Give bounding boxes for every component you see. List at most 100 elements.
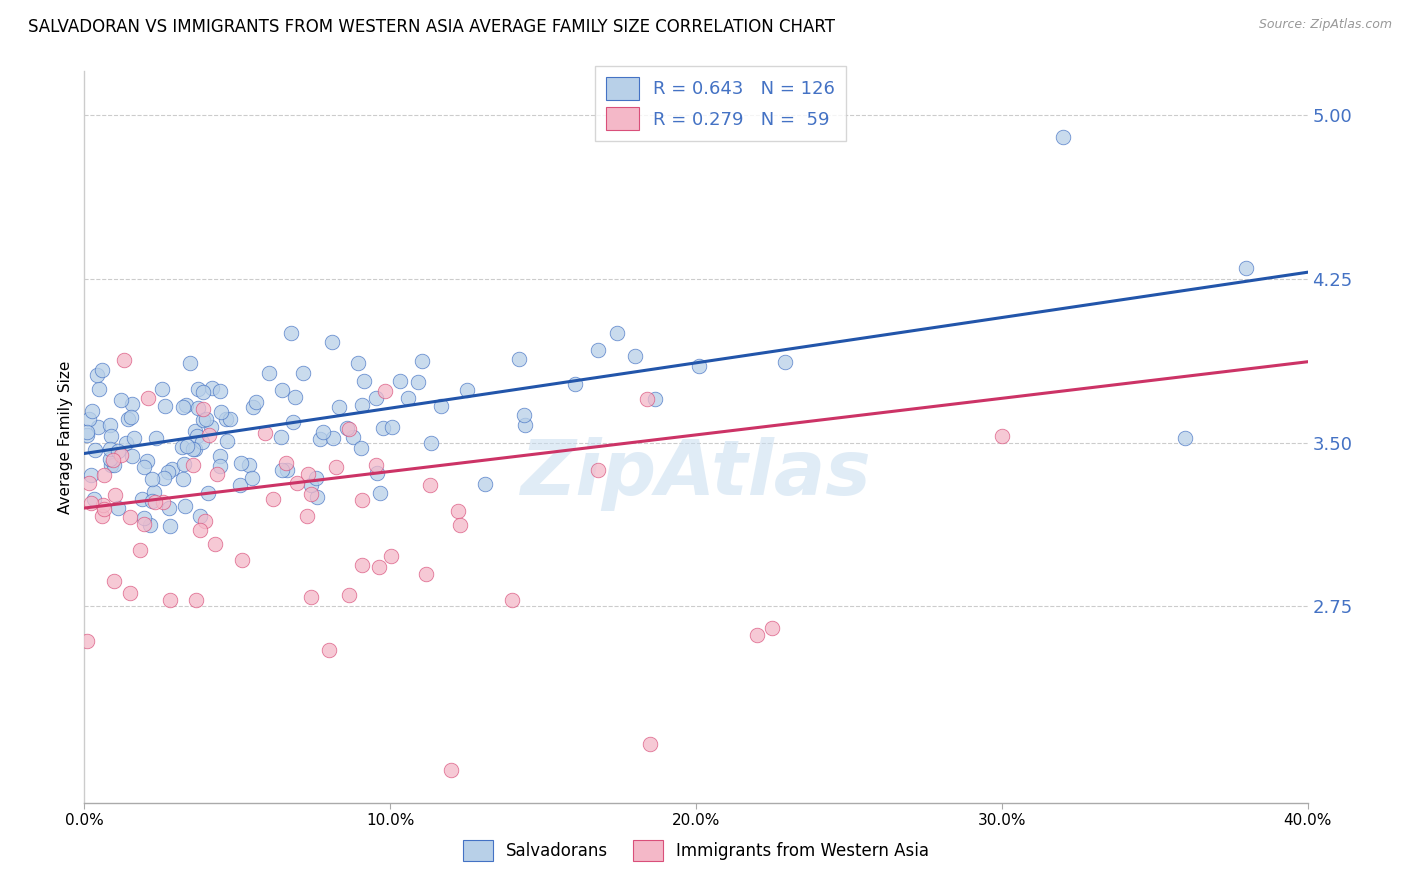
Point: [187, 383, 209, 397]
Point: [131, 491, 153, 506]
Point: [312, 425, 335, 439]
Point: [231, 456, 253, 470]
Point: [141, 494, 163, 508]
Point: [318, 643, 340, 657]
Point: [136, 391, 159, 405]
Point: [77, 476, 100, 491]
Point: [183, 442, 205, 456]
Point: [197, 486, 219, 500]
Point: [191, 402, 214, 417]
Point: [368, 560, 391, 574]
Point: [1174, 431, 1197, 445]
Point: [242, 400, 264, 414]
Point: [623, 349, 645, 363]
Point: [368, 486, 391, 500]
Point: [121, 450, 143, 464]
Point: [209, 449, 232, 463]
Point: [153, 470, 176, 484]
Point: [299, 478, 322, 492]
Point: [262, 492, 284, 507]
Point: [474, 476, 496, 491]
Point: [194, 514, 217, 528]
Point: [773, 355, 796, 369]
Point: [176, 439, 198, 453]
Point: [389, 374, 412, 388]
Text: ZipAtlas: ZipAtlas: [520, 437, 872, 510]
Point: [159, 519, 181, 533]
Point: [586, 343, 609, 357]
Point: [142, 485, 165, 500]
Point: [219, 412, 242, 426]
Point: [209, 405, 232, 419]
Text: Source: ZipAtlas.com: Source: ZipAtlas.com: [1258, 18, 1392, 31]
Point: [139, 517, 162, 532]
Point: [132, 511, 155, 525]
Point: [380, 549, 402, 564]
Point: [103, 458, 125, 472]
Point: [1052, 129, 1074, 144]
Point: [366, 391, 388, 405]
Point: [242, 471, 264, 485]
Point: [76, 425, 98, 440]
Point: [215, 412, 238, 426]
Point: [176, 398, 198, 412]
Point: [347, 356, 370, 370]
Point: [159, 593, 181, 607]
Point: [80, 495, 103, 509]
Point: [156, 465, 179, 479]
Point: [103, 574, 125, 589]
Point: [118, 586, 141, 600]
Point: [337, 422, 360, 436]
Y-axis label: Average Family Size: Average Family Size: [58, 360, 73, 514]
Point: [93, 502, 115, 516]
Point: [87, 419, 110, 434]
Point: [449, 517, 471, 532]
Point: [276, 463, 298, 477]
Point: [305, 471, 328, 485]
Point: [419, 436, 441, 450]
Point: [638, 737, 661, 751]
Point: [295, 509, 318, 524]
Point: [107, 443, 129, 458]
Point: [118, 510, 141, 524]
Point: [285, 476, 308, 491]
Point: [307, 490, 329, 504]
Point: [364, 458, 387, 473]
Point: [155, 399, 177, 413]
Point: [187, 401, 209, 415]
Point: [117, 412, 139, 426]
Point: [366, 466, 388, 480]
Point: [100, 442, 122, 456]
Point: [508, 351, 530, 366]
Point: [502, 592, 524, 607]
Point: [179, 356, 201, 370]
Legend: Salvadorans, Immigrants from Western Asia: Salvadorans, Immigrants from Western Asi…: [456, 833, 936, 868]
Point: [76, 428, 98, 442]
Point: [141, 472, 163, 486]
Point: [100, 458, 122, 473]
Point: [991, 429, 1014, 443]
Point: [110, 393, 132, 408]
Point: [93, 467, 115, 482]
Point: [456, 384, 478, 398]
Point: [157, 500, 180, 515]
Point: [100, 429, 122, 443]
Point: [381, 420, 404, 434]
Point: [270, 383, 292, 397]
Point: [231, 553, 253, 567]
Point: [415, 566, 437, 581]
Point: [129, 542, 152, 557]
Point: [79, 468, 101, 483]
Point: [257, 367, 280, 381]
Point: [406, 376, 429, 390]
Point: [115, 436, 138, 450]
Point: [173, 457, 195, 471]
Point: [152, 495, 174, 509]
Point: [761, 621, 783, 635]
Point: [419, 478, 441, 492]
Point: [209, 384, 232, 398]
Point: [321, 334, 343, 349]
Text: SALVADORAN VS IMMIGRANTS FROM WESTERN ASIA AVERAGE FAMILY SIZE CORRELATION CHART: SALVADORAN VS IMMIGRANTS FROM WESTERN AS…: [28, 18, 835, 36]
Point: [238, 458, 260, 472]
Point: [145, 431, 167, 445]
